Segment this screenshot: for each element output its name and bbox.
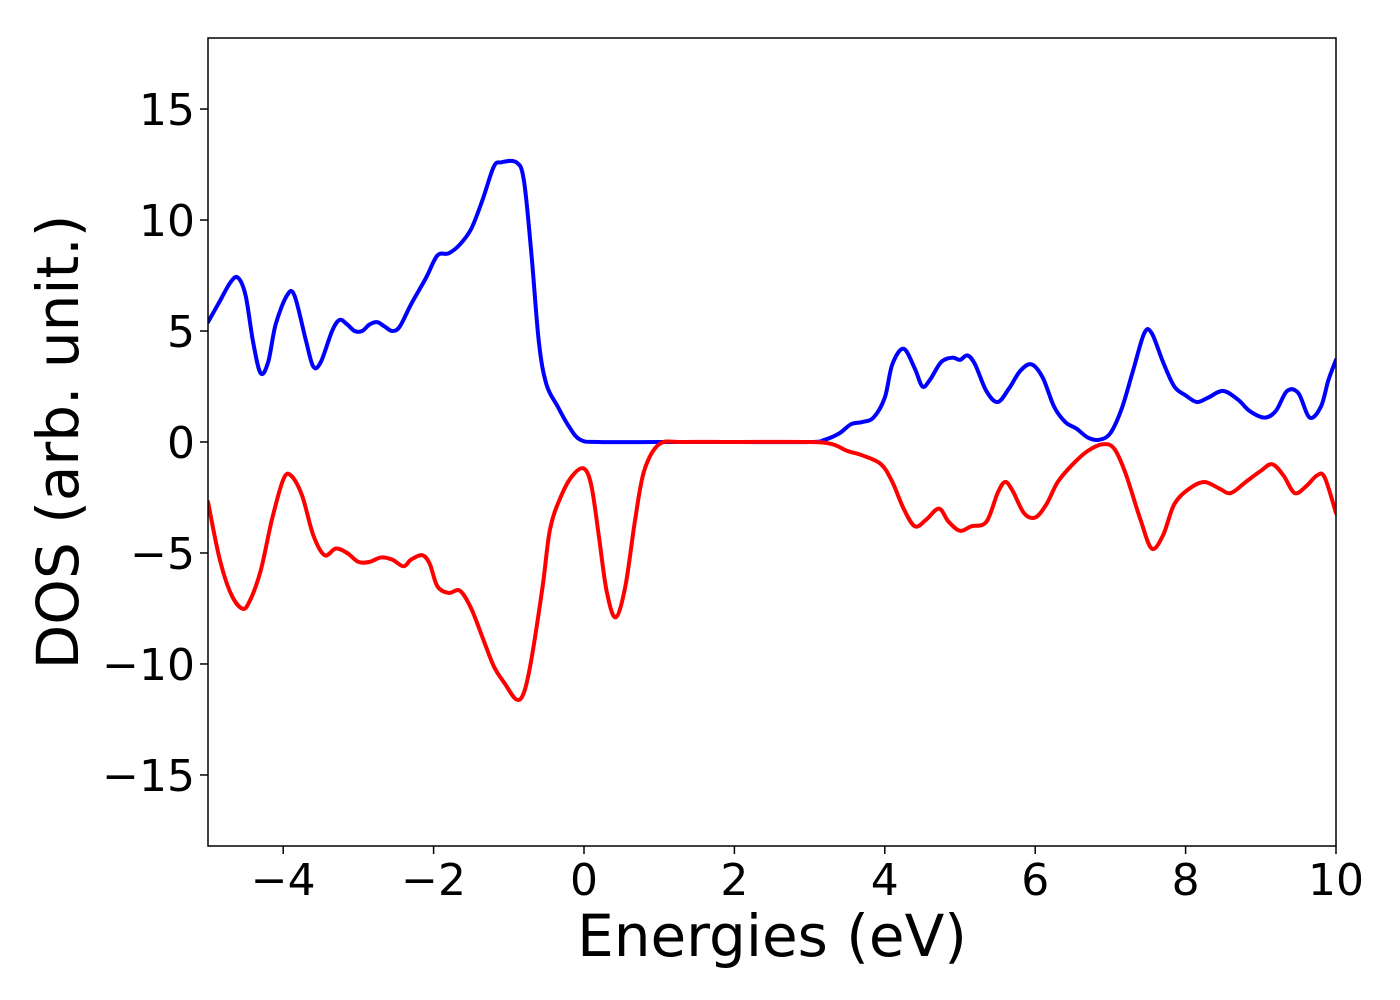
x-axis-ticks: −4 −2 0 2 4 6 8 10	[251, 846, 1364, 906]
y-tick-label: −15	[102, 751, 195, 802]
y-tick-label: 15	[139, 85, 195, 136]
y-tick-label: 5	[167, 307, 195, 358]
x-tick-label: 2	[720, 855, 748, 906]
y-axis-ticks: 15 10 5 0 −5 −10 −15	[102, 85, 208, 802]
x-tick-label: −2	[401, 855, 466, 906]
x-tick-label: 10	[1308, 855, 1364, 906]
y-tick-label: −5	[130, 529, 195, 580]
x-tick-label: 0	[570, 855, 598, 906]
x-axis-label: Energies (eV)	[577, 902, 967, 970]
x-tick-label: 4	[871, 855, 899, 906]
y-tick-label: −10	[102, 640, 195, 691]
y-axis-label: DOS (arb. unit.)	[24, 215, 92, 670]
y-tick-label: 10	[139, 196, 195, 247]
x-tick-label: 8	[1172, 855, 1200, 906]
y-tick-label: 0	[167, 418, 195, 469]
x-tick-label: −4	[251, 855, 316, 906]
series-line-2	[208, 439, 1336, 702]
x-tick-label: 6	[1021, 855, 1049, 906]
series-layer	[208, 158, 1336, 702]
series-line-1	[208, 158, 1336, 445]
